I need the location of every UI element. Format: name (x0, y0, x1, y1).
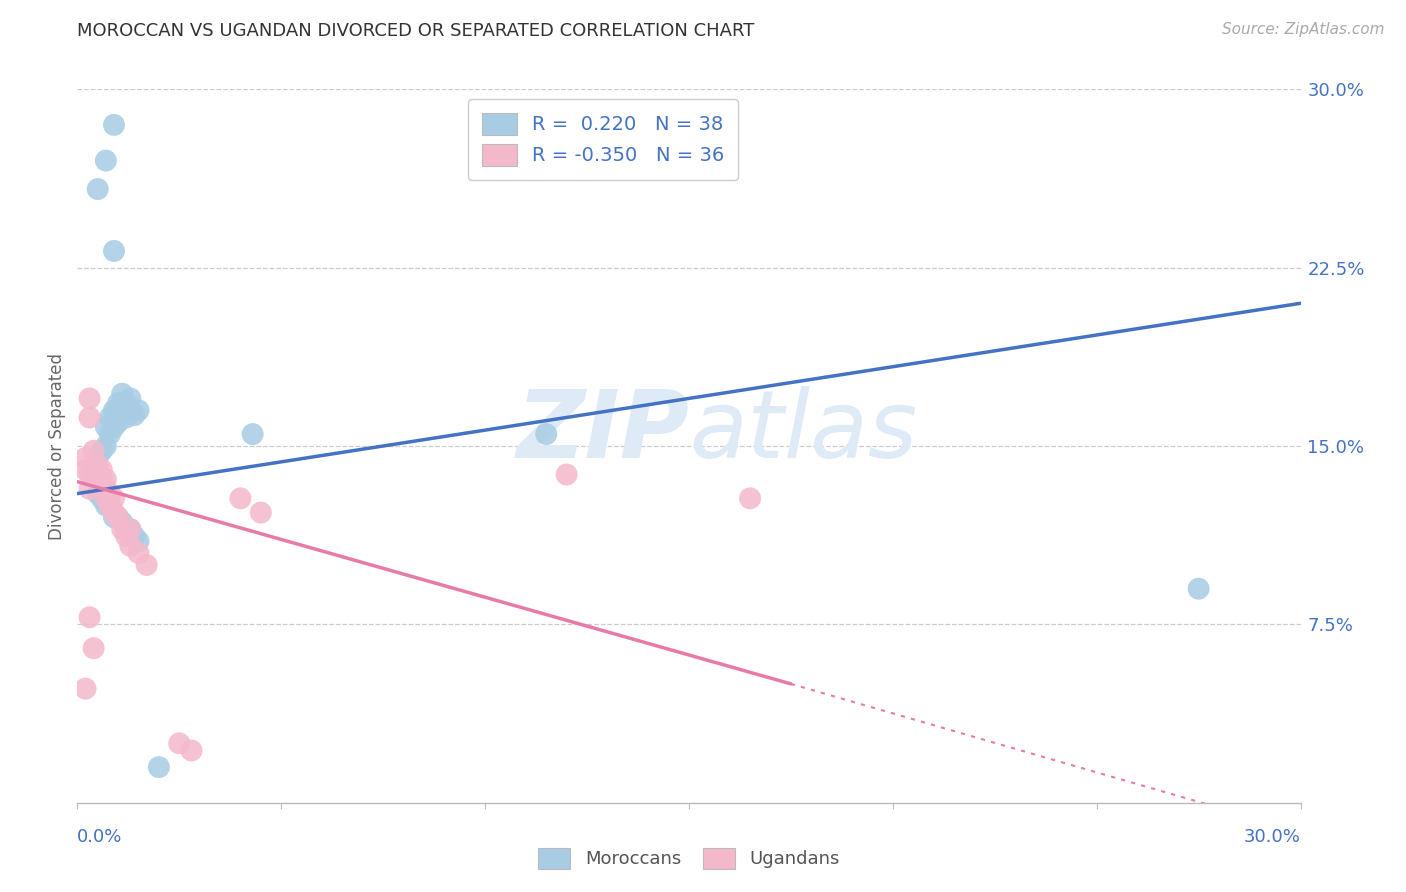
Point (90, 472, 112, 486)
Point (90, 463, 112, 477)
Point (103, 403, 125, 417)
Point (79, 610, 101, 624)
Text: 0.0%: 0.0% (77, 828, 122, 846)
Point (120, 539, 142, 553)
Point (79, 482, 101, 496)
Point (115, 410, 138, 425)
Point (103, 491, 125, 506)
Point (127, 403, 149, 417)
Point (111, 515, 134, 529)
Point (555, 467, 578, 482)
Point (94, 472, 117, 486)
Point (135, 558, 157, 572)
Point (107, 396, 129, 410)
Point (115, 529, 138, 543)
Point (98, 499, 121, 513)
Point (79, 410, 101, 425)
Point (242, 427, 264, 442)
Point (94, 439, 117, 453)
Point (148, 760, 170, 774)
Point (103, 244, 125, 258)
Text: Source: ZipAtlas.com: Source: ZipAtlas.com (1222, 22, 1385, 37)
Point (83, 641, 105, 656)
Point (107, 415, 129, 429)
Point (740, 491, 762, 506)
Point (87, 486, 110, 500)
Point (127, 546, 149, 560)
Point (79, 392, 101, 406)
Point (90, 482, 112, 496)
Point (94, 153, 117, 168)
Legend: Moroccans, Ugandans: Moroccans, Ugandans (530, 840, 848, 876)
Text: 30.0%: 30.0% (1244, 828, 1301, 846)
Point (79, 467, 101, 482)
Point (94, 482, 117, 496)
Point (120, 392, 142, 406)
Point (120, 522, 142, 536)
Point (107, 510, 129, 524)
Point (534, 427, 557, 442)
Point (94, 491, 117, 506)
Point (87, 182, 110, 196)
Point (90, 491, 112, 506)
Point (1187, 582, 1209, 596)
Point (83, 463, 105, 477)
Text: ZIP: ZIP (516, 385, 689, 478)
Point (111, 396, 134, 410)
Point (75, 450, 97, 465)
Point (75, 463, 97, 477)
Text: MOROCCAN VS UGANDAN DIVORCED OR SEPARATED CORRELATION CHART: MOROCCAN VS UGANDAN DIVORCED OR SEPARATE… (77, 22, 755, 40)
Point (87, 467, 110, 482)
Point (127, 534, 149, 549)
Point (180, 743, 202, 757)
Y-axis label: Divorced or Separated: Divorced or Separated (48, 352, 66, 540)
Point (111, 386, 134, 401)
Point (83, 463, 105, 477)
Point (98, 486, 121, 500)
Point (87, 450, 110, 465)
Point (83, 443, 105, 458)
Point (169, 736, 191, 750)
Point (94, 499, 117, 513)
Point (103, 510, 125, 524)
Point (98, 410, 121, 425)
Point (124, 408, 146, 422)
Point (87, 458, 110, 472)
Point (115, 396, 138, 410)
Point (90, 443, 112, 458)
Point (103, 420, 125, 434)
Point (98, 499, 121, 513)
Point (94, 420, 117, 434)
Point (103, 506, 125, 520)
Point (98, 427, 121, 442)
Point (107, 510, 129, 524)
Text: atlas: atlas (689, 386, 917, 477)
Point (75, 681, 97, 696)
Point (115, 522, 138, 536)
Point (120, 522, 142, 536)
Point (120, 403, 142, 417)
Point (111, 522, 134, 536)
Point (103, 118, 125, 132)
Point (250, 506, 273, 520)
Point (124, 529, 146, 543)
Point (229, 491, 252, 506)
